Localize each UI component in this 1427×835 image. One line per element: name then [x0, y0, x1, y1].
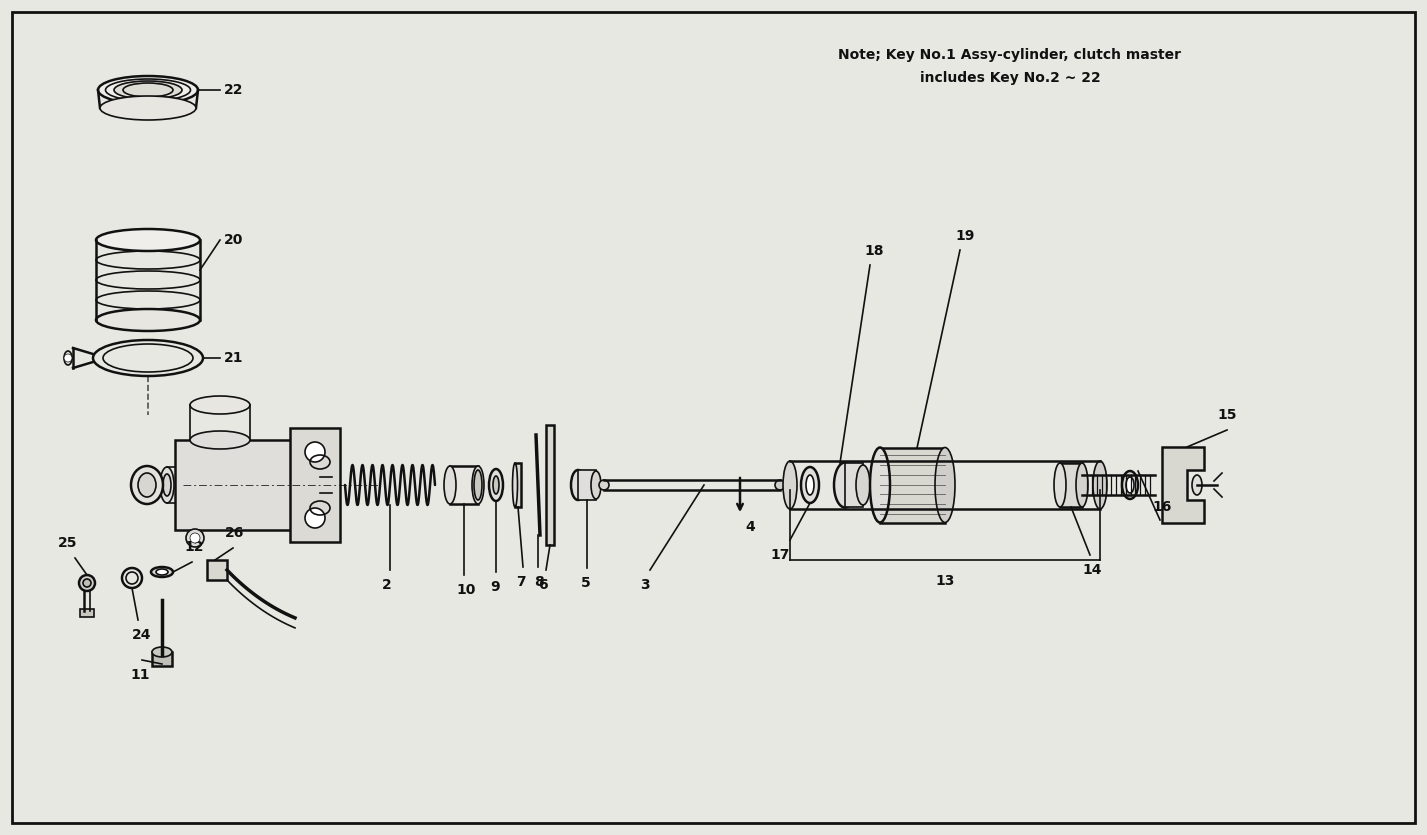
- Text: 16: 16: [1152, 500, 1172, 514]
- Ellipse shape: [489, 469, 502, 501]
- Bar: [1060, 463, 1082, 507]
- Ellipse shape: [801, 467, 819, 503]
- Ellipse shape: [1093, 461, 1107, 509]
- Text: 6: 6: [538, 578, 548, 592]
- Text: 22: 22: [224, 83, 244, 97]
- Polygon shape: [1162, 447, 1204, 523]
- Ellipse shape: [98, 76, 198, 104]
- Polygon shape: [290, 428, 340, 542]
- Bar: [880, 448, 945, 523]
- Ellipse shape: [96, 229, 200, 251]
- Ellipse shape: [190, 396, 250, 414]
- Ellipse shape: [783, 461, 798, 509]
- Bar: [515, 463, 521, 507]
- Ellipse shape: [83, 579, 91, 587]
- Ellipse shape: [935, 448, 955, 523]
- Text: 12: 12: [184, 540, 204, 554]
- Bar: [176, 440, 320, 530]
- Text: 10: 10: [457, 583, 475, 597]
- Text: 26: 26: [225, 526, 244, 540]
- Ellipse shape: [64, 351, 71, 365]
- Ellipse shape: [138, 473, 156, 497]
- Ellipse shape: [100, 96, 195, 120]
- Ellipse shape: [512, 463, 518, 507]
- Ellipse shape: [474, 470, 482, 500]
- Ellipse shape: [870, 448, 890, 523]
- Ellipse shape: [775, 480, 785, 490]
- Ellipse shape: [131, 466, 163, 504]
- Ellipse shape: [856, 465, 870, 505]
- Text: 7: 7: [517, 575, 525, 589]
- Text: 14: 14: [1082, 563, 1102, 577]
- Bar: [80, 609, 94, 617]
- Ellipse shape: [806, 475, 813, 495]
- Ellipse shape: [151, 567, 173, 577]
- Bar: [578, 470, 596, 500]
- Ellipse shape: [1122, 471, 1137, 499]
- Ellipse shape: [156, 569, 168, 575]
- Ellipse shape: [114, 81, 183, 99]
- Bar: [153, 652, 173, 666]
- Text: 2: 2: [382, 578, 392, 592]
- Bar: [207, 560, 227, 580]
- Ellipse shape: [571, 470, 585, 500]
- Text: 5: 5: [581, 576, 591, 590]
- Ellipse shape: [1192, 475, 1202, 495]
- Text: 11: 11: [130, 668, 150, 682]
- Text: 9: 9: [489, 580, 499, 594]
- Text: 21: 21: [224, 351, 244, 365]
- Text: 13: 13: [935, 574, 955, 588]
- Circle shape: [190, 533, 200, 543]
- Ellipse shape: [78, 575, 96, 591]
- Text: 18: 18: [863, 244, 883, 258]
- Ellipse shape: [153, 647, 173, 657]
- Ellipse shape: [472, 466, 484, 504]
- Ellipse shape: [1126, 477, 1134, 493]
- Ellipse shape: [1055, 463, 1066, 507]
- Ellipse shape: [599, 480, 609, 490]
- Ellipse shape: [591, 471, 601, 499]
- Bar: [845, 463, 863, 507]
- Bar: [547, 425, 554, 545]
- Ellipse shape: [444, 466, 457, 504]
- Text: 15: 15: [1217, 408, 1237, 422]
- Ellipse shape: [160, 467, 174, 503]
- Ellipse shape: [96, 309, 200, 331]
- Circle shape: [305, 442, 325, 462]
- Text: 4: 4: [745, 520, 755, 534]
- Text: 19: 19: [955, 229, 975, 243]
- Ellipse shape: [163, 474, 171, 496]
- Text: 3: 3: [639, 578, 649, 592]
- Text: 20: 20: [224, 233, 244, 247]
- Circle shape: [64, 354, 71, 362]
- Text: includes Key No.2 ~ 22: includes Key No.2 ~ 22: [919, 71, 1100, 85]
- Ellipse shape: [1076, 463, 1087, 507]
- Circle shape: [186, 529, 204, 547]
- Text: 24: 24: [133, 628, 151, 642]
- Ellipse shape: [190, 431, 250, 449]
- Ellipse shape: [492, 476, 499, 494]
- Circle shape: [305, 508, 325, 528]
- Text: Note; Key No.1 Assy-cylinder, clutch master: Note; Key No.1 Assy-cylinder, clutch mas…: [839, 48, 1182, 62]
- Ellipse shape: [833, 463, 856, 508]
- Bar: [450, 466, 478, 504]
- Text: 17: 17: [771, 548, 789, 562]
- Text: 8: 8: [534, 575, 544, 589]
- Text: 25: 25: [59, 536, 77, 550]
